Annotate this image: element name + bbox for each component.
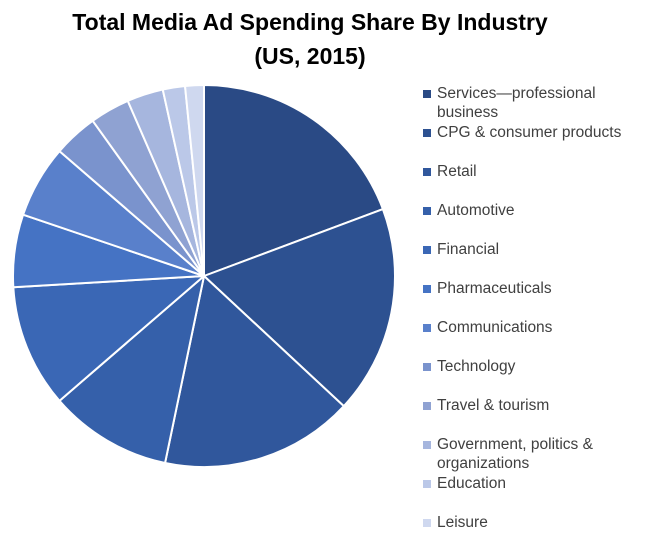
pie-slice bbox=[164, 275, 345, 468]
legend-swatch bbox=[423, 519, 431, 527]
legend-swatch bbox=[423, 90, 431, 98]
legend-swatch bbox=[423, 441, 431, 449]
legend-label: Retail bbox=[437, 163, 477, 180]
legend-swatch bbox=[423, 129, 431, 137]
legend-swatch bbox=[423, 246, 431, 254]
legend-label: CPG & consumer products bbox=[437, 124, 622, 141]
legend-swatch bbox=[423, 168, 431, 176]
pie-slice bbox=[58, 275, 205, 464]
legend-label: Financial bbox=[437, 241, 500, 258]
pie-slices bbox=[11, 84, 396, 468]
chart-subtitle: (US, 2015) bbox=[254, 43, 366, 69]
legend-label: Services—professional business bbox=[437, 85, 596, 121]
legend-label: Travel & tourism bbox=[437, 397, 550, 414]
pie-slice bbox=[203, 208, 396, 408]
pie-slice bbox=[184, 84, 205, 277]
legend-label: Education bbox=[437, 475, 506, 492]
pie-slice bbox=[203, 84, 384, 277]
legend-label: Government, politics & organizations bbox=[437, 436, 593, 472]
legend-label: Pharmaceuticals bbox=[437, 280, 552, 297]
legend-swatch bbox=[423, 324, 431, 332]
legend-swatch bbox=[423, 285, 431, 293]
legend-swatch bbox=[423, 480, 431, 488]
pie-slice bbox=[12, 275, 205, 402]
legend-label: Technology bbox=[437, 358, 516, 375]
legend-label: Communications bbox=[437, 319, 553, 336]
legend-swatch bbox=[423, 207, 431, 215]
legend-label: Leisure bbox=[437, 514, 488, 531]
legend-label: Automotive bbox=[437, 202, 515, 219]
legend-swatch bbox=[423, 402, 431, 410]
chart-title: Total Media Ad Spending Share By Industr… bbox=[72, 9, 548, 35]
legend-swatch bbox=[423, 363, 431, 371]
